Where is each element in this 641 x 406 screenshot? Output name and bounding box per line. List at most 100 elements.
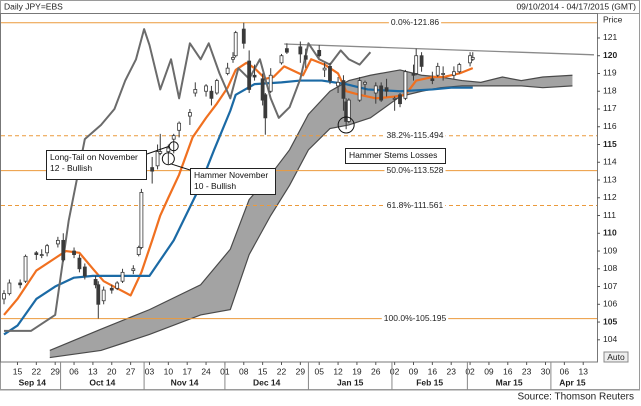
x-tick-label: 29 <box>296 366 306 376</box>
candle-body <box>435 65 440 76</box>
y-tick-label: 119 <box>603 68 617 78</box>
candle-body <box>441 73 446 75</box>
candle-body <box>341 80 346 99</box>
candle-body <box>77 257 82 270</box>
candle-body <box>252 74 257 78</box>
x-month-label: Mar 15 <box>496 377 523 387</box>
x-tick-label: 13 <box>88 366 98 376</box>
x-tick-label: 03 <box>145 366 155 376</box>
candle-body <box>233 32 238 57</box>
x-tick-label: 16 <box>503 366 513 376</box>
y-tick-label: 113 <box>603 174 617 184</box>
y-tick-label: 115 <box>603 139 617 149</box>
x-month-label: Jan 15 <box>337 377 364 387</box>
candle-body <box>241 28 246 44</box>
candle-body <box>82 266 87 277</box>
x-tick-label: 05 <box>314 366 324 376</box>
x-tick-label: 20 <box>107 366 117 376</box>
y-tick-label: 109 <box>603 245 617 255</box>
x-tick-label: 02 <box>390 366 400 376</box>
y-tick-label: 106 <box>603 299 617 309</box>
y-tick-label: 118 <box>603 85 617 95</box>
x-tick-label: 23 <box>446 366 456 376</box>
candle-body <box>457 64 462 73</box>
candle-body <box>177 122 182 131</box>
x-tick-label: 16 <box>428 366 438 376</box>
fib-label: 50.0%-113.528 <box>386 165 443 175</box>
y-tick-label: 116 <box>603 121 617 131</box>
candle-body <box>392 97 397 100</box>
y-tick-label: 112 <box>603 192 617 202</box>
x-tick-label: 26 <box>371 366 381 376</box>
x-tick-label: 13 <box>578 366 588 376</box>
annotation-connector <box>170 163 191 171</box>
x-month-label: Feb 15 <box>416 377 443 387</box>
annotation: Long-Tail on November 12 - Bullish <box>46 150 147 180</box>
candle-body <box>398 94 402 105</box>
candle-body <box>45 245 50 254</box>
x-tick-label: 06 <box>560 366 570 376</box>
y-tick-label: 108 <box>603 263 617 273</box>
annotation: Hammer November 10 - Bullish <box>190 168 276 195</box>
x-tick-label: 02 <box>465 366 475 376</box>
x-tick-label: 30 <box>541 366 551 376</box>
candle-body <box>298 46 303 55</box>
x-month-label: Dec 14 <box>253 377 281 387</box>
trendline <box>284 43 595 56</box>
candle-body <box>2 293 6 300</box>
candle-body <box>419 55 424 67</box>
candle-body <box>268 74 273 92</box>
candle-body <box>55 239 60 245</box>
indicator-line <box>4 28 372 332</box>
indicator-line <box>3 79 473 336</box>
fib-label-bg <box>381 313 449 324</box>
candle-body <box>336 81 340 87</box>
candle-body <box>150 167 155 172</box>
candle-body <box>209 90 214 99</box>
x-tick-label: 27 <box>126 366 136 376</box>
x-tick-label: 23 <box>522 366 532 376</box>
candle-body <box>414 55 419 74</box>
candle-body <box>384 87 389 92</box>
fib-label: 0.0%-121.86 <box>391 17 439 27</box>
x-month-label: Oct 14 <box>89 377 115 387</box>
candle-body <box>204 85 208 92</box>
y-tick-label: 104 <box>603 334 617 344</box>
candle-body <box>155 151 160 167</box>
fib-label-bg <box>384 165 446 176</box>
x-tick-label: 19 <box>352 366 362 376</box>
candle-body <box>158 151 163 154</box>
cloud-span-b <box>49 85 573 359</box>
scale-button-label[interactable]: Auto <box>607 352 625 362</box>
candle-body <box>120 271 125 282</box>
x-tick-label: 09 <box>484 366 494 376</box>
candle-body <box>470 57 475 60</box>
candle-body <box>109 287 114 291</box>
candle-body <box>279 55 284 64</box>
candle-body <box>96 284 101 305</box>
x-tick-label: 06 <box>69 366 79 376</box>
plot-layer: 0.0%-121.86 38.2%-115.494 50.0%-113.528 61.… <box>1 17 597 359</box>
x-tick-label: 09 <box>409 366 419 376</box>
x-tick-label: 22 <box>277 366 287 376</box>
candle-body <box>231 57 235 60</box>
annotation-connector <box>146 145 170 155</box>
y-tick-label: 105 <box>603 316 617 326</box>
candle-body <box>225 67 230 74</box>
candle-body <box>303 55 308 60</box>
y-tick-label: 110 <box>603 228 617 238</box>
plot-area <box>0 13 598 363</box>
fib-label: 100.0%-105.195 <box>384 313 447 323</box>
y-axis-label: Price <box>603 14 623 24</box>
candle-body <box>34 252 39 255</box>
candle-body <box>193 89 198 94</box>
scale-button[interactable] <box>603 351 629 363</box>
candle-body <box>373 85 378 94</box>
candle-body <box>18 282 23 286</box>
fib-label: 38.2%-115.494 <box>386 130 443 140</box>
candle-body <box>263 94 268 119</box>
date-range: 09/10/2014 - 04/17/2015 (GMT) <box>516 1 636 11</box>
candle-body <box>403 71 408 99</box>
